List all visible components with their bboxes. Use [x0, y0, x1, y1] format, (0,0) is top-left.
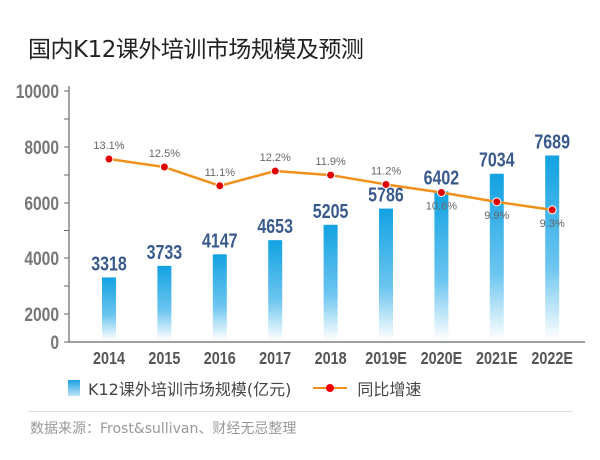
- y-tick-label: 6000: [24, 193, 59, 215]
- bar: [323, 224, 338, 340]
- bar-value-label: 3318: [91, 253, 127, 275]
- x-tick-label: 2015: [148, 349, 180, 369]
- bar-value-label: 4653: [257, 216, 293, 238]
- growth-marker: [436, 188, 446, 197]
- y-tick-label: 2000: [24, 304, 59, 326]
- bar-value-label: 7034: [479, 149, 515, 171]
- legend-line-label: 同比增速: [357, 380, 422, 399]
- bar-value-label: 5786: [368, 184, 404, 206]
- bar-value-label: 3733: [147, 241, 183, 263]
- legend-bar-swatch: [68, 380, 80, 396]
- growth-marker: [270, 166, 280, 176]
- growth-marker: [381, 179, 391, 189]
- growth-marker: [215, 181, 225, 191]
- bar: [102, 277, 116, 340]
- y-tick-label: 0: [50, 332, 59, 354]
- x-tick-label: 2021E: [476, 349, 518, 369]
- bar: [268, 240, 283, 340]
- growth-marker: [326, 170, 336, 180]
- legend-line-swatch: [313, 384, 348, 392]
- growth-label: 10.6%: [426, 201, 457, 213]
- x-tick-label: 2022E: [531, 349, 573, 369]
- chart-title: 国内K12课外培训市场规模及预测: [28, 37, 364, 63]
- bar: [379, 208, 393, 340]
- y-tick-label: 4000: [24, 248, 59, 270]
- growth-label: 11.9%: [315, 156, 346, 168]
- legend-bar-label: K12课外培训市场规模(亿元): [88, 380, 292, 399]
- bar-value-label: 7689: [534, 131, 570, 153]
- bar-value-label: 5205: [313, 200, 349, 222]
- source-note: 数据来源：Frost&sullivan、财经无忌整理: [30, 421, 297, 437]
- bar: [489, 173, 504, 340]
- x-tick-label: 2018: [315, 349, 347, 369]
- y-tick-label: 8000: [24, 137, 59, 159]
- growth-label: 11.2%: [371, 165, 402, 177]
- bar: [157, 265, 172, 340]
- growth-label: 12.5%: [149, 148, 180, 160]
- growth-label: 9.9%: [484, 210, 509, 222]
- growth-marker: [547, 205, 557, 215]
- bar: [212, 254, 227, 340]
- y-tick-label: 10000: [16, 81, 59, 103]
- x-tick-label: 2020E: [421, 349, 463, 369]
- growth-label: 12.2%: [260, 152, 291, 164]
- x-tick-label: 2016: [204, 349, 236, 369]
- x-tick-label: 2019E: [365, 349, 407, 369]
- divider: [28, 411, 573, 412]
- growth-label: 11.1%: [205, 167, 236, 179]
- bar: [434, 191, 449, 340]
- growth-label: 9.3%: [540, 218, 565, 230]
- legend: K12课外培训市场规模(亿元) 同比增速: [68, 376, 421, 400]
- x-tick-label: 2014: [93, 349, 125, 369]
- growth-marker: [104, 154, 114, 164]
- x-tick-label: 2017: [259, 349, 291, 369]
- growth-marker: [492, 197, 502, 207]
- bar: [545, 155, 560, 340]
- growth-marker: [159, 162, 169, 172]
- bar-value-label: 4147: [202, 230, 238, 252]
- bar-value-label: 6402: [424, 167, 460, 189]
- growth-label: 13.1%: [93, 140, 124, 152]
